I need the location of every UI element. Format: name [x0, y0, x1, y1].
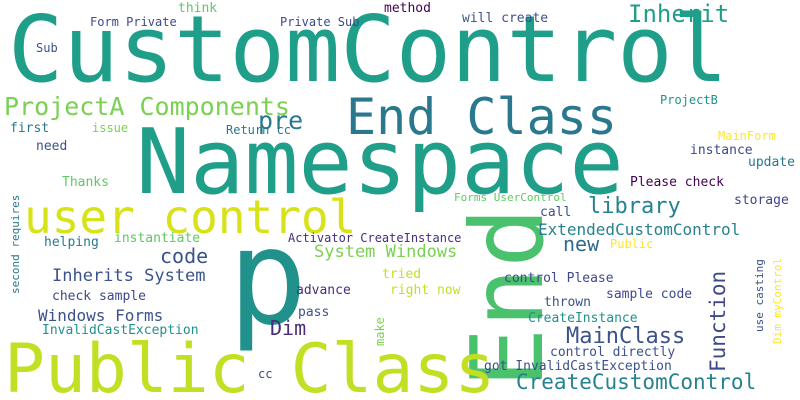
word-second-requires: second requires: [9, 194, 22, 294]
word-end-class: End Class: [346, 88, 617, 146]
word-think: think: [178, 1, 218, 16]
word-code: code: [160, 244, 209, 268]
word-storage: storage: [734, 193, 789, 208]
word-forms-usercontrol: Forms UserControl: [454, 191, 567, 204]
word-control-please: control Please: [504, 271, 614, 286]
word-system-windows: System Windows: [314, 242, 458, 262]
word-dim-mycontrol: Dim myControl: [771, 257, 784, 344]
word-helping: helping: [44, 235, 99, 250]
word-update: update: [748, 155, 795, 170]
word-mainform: MainForm: [718, 129, 776, 143]
word-library: library: [588, 194, 681, 219]
word-public: Public: [610, 237, 654, 251]
word-new: new: [563, 232, 600, 256]
word-right-now: right now: [390, 283, 461, 298]
word-cc: cc: [258, 367, 273, 381]
word-got-invalidcastexception: got InvalidCastException: [484, 359, 672, 374]
word-user-control: user control: [24, 190, 357, 244]
word-dim: Dim: [270, 316, 307, 340]
word-first: first: [10, 121, 50, 136]
word-need: need: [36, 139, 68, 154]
word-pass: pass: [298, 305, 330, 320]
word-please-check: Please check: [630, 175, 724, 190]
word-sub: Sub: [36, 41, 58, 55]
word-createcustomcontrol: CreateCustomControl: [516, 370, 757, 394]
word-customcontrol: CustomControl: [8, 0, 729, 103]
word-issue: issue: [92, 121, 129, 135]
word-make: make: [373, 317, 387, 346]
word-inherits-system: Inherits System: [52, 266, 206, 286]
word-thrown: thrown: [544, 295, 591, 310]
word-check-sample: check sample: [52, 289, 146, 304]
word-instance: instance: [690, 143, 753, 158]
word-sample-code: sample code: [606, 287, 693, 302]
word-will-create: will create: [462, 11, 549, 26]
word-inherit: Inherit: [628, 0, 730, 28]
word-projecta-components: ProjectA Components: [4, 92, 290, 121]
word-control-directly: control directly: [550, 345, 676, 360]
word-public-class: Public Class: [4, 330, 496, 400]
word-use-casting: use casting: [753, 259, 766, 332]
word-function: Function: [706, 270, 730, 372]
word-projectb: ProjectB: [660, 93, 718, 107]
word-advance: advance: [296, 283, 351, 298]
word-namespace: Namespace: [136, 110, 624, 215]
word-method: method: [384, 1, 431, 16]
word-p: p: [228, 201, 308, 355]
word-tried: tried: [382, 267, 422, 282]
word-activator-createinstance: Activator CreateInstance: [288, 231, 462, 245]
word-windows-forms: Windows Forms: [38, 306, 164, 325]
word-mainclass: MainClass: [566, 324, 686, 349]
word-return-cc: Return cc: [226, 123, 292, 137]
word-call: call: [540, 205, 572, 220]
word-extendedcustomcontrol: ExtendedCustomControl: [538, 220, 741, 239]
word-instantiate: instantiate: [114, 231, 201, 246]
word-form-private: Form Private: [90, 15, 177, 29]
word-invalidcastexception: InvalidCastException: [42, 323, 199, 338]
word-pre: pre: [258, 106, 304, 135]
word-createinstance: CreateInstance: [528, 311, 638, 326]
word-thanks: Thanks: [62, 175, 109, 190]
word-private-sub: Private Sub: [280, 15, 360, 29]
